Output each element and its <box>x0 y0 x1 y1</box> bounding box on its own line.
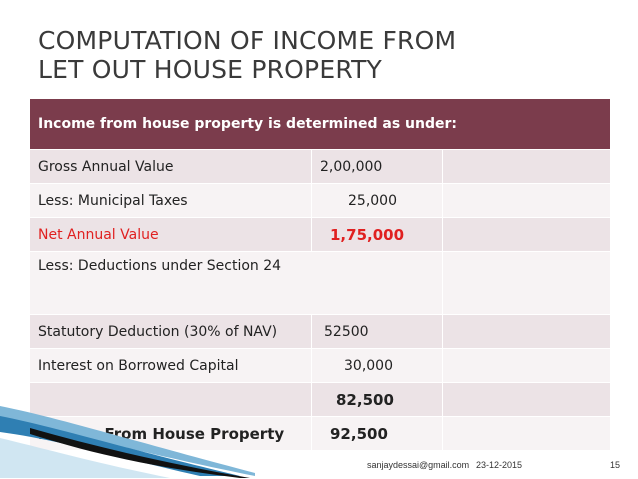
row-empty-cell <box>442 251 611 315</box>
table-row: Interest on Borrowed Capital 30,000 <box>29 348 611 383</box>
row-empty-cell <box>442 217 611 252</box>
row-label-gross-annual-value: Gross Annual Value <box>29 149 312 184</box>
table-row: Net Annual Value 1,75,000 <box>29 217 611 252</box>
row-label-deductions-section-24: Less: Deductions under Section 24 <box>29 251 443 315</box>
row-value-statutory-deduction: 52500 <box>311 314 443 349</box>
row-value-interest-borrowed-capital: 30,000 <box>311 348 443 383</box>
footer-page-number: 15 <box>610 460 621 470</box>
table-header-row: Income from house property is determined… <box>29 98 611 150</box>
footer-date: 23-12-2015 <box>476 460 523 470</box>
row-value-total-deductions: 82,500 <box>311 382 443 417</box>
row-label-municipal-taxes: Less: Municipal Taxes <box>29 183 312 218</box>
income-table: Income from house property is determined… <box>29 98 611 451</box>
row-label-total-deductions <box>29 382 312 417</box>
table-row: 82,500 <box>29 382 611 417</box>
decorative-swoosh <box>0 406 255 478</box>
table-row: Less: Deductions under Section 24 <box>29 251 611 315</box>
slide-title-line-2: LET OUT HOUSE PROPERTY <box>38 55 383 84</box>
footer-email: sanjaydessai@gmail.com <box>367 460 470 470</box>
row-label-interest-borrowed-capital: Interest on Borrowed Capital <box>29 348 312 383</box>
row-value-gross-annual-value: 2,00,000 <box>311 149 443 184</box>
table-header: Income from house property is determined… <box>29 98 611 150</box>
row-value-municipal-taxes: 25,000 <box>311 183 443 218</box>
row-label-net-annual-value: Net Annual Value <box>29 217 312 252</box>
table-row: Income From House Property 92,500 <box>29 416 611 451</box>
table-row: Statutory Deduction (30% of NAV) 52500 <box>29 314 611 349</box>
table-row: Gross Annual Value 2,00,000 <box>29 149 611 184</box>
row-empty-cell <box>442 382 611 417</box>
slide-title: COMPUTATION OF INCOME FROM LET OUT HOUSE… <box>38 26 598 84</box>
table-row: Less: Municipal Taxes 25,000 <box>29 183 611 218</box>
row-empty-cell <box>442 348 611 383</box>
row-empty-cell <box>442 183 611 218</box>
row-empty-cell <box>442 416 611 451</box>
row-empty-cell <box>442 314 611 349</box>
row-value-net-annual-value: 1,75,000 <box>311 217 443 252</box>
row-label-statutory-deduction: Statutory Deduction (30% of NAV) <box>29 314 312 349</box>
row-value-income-house-property: 92,500 <box>311 416 443 451</box>
slide-title-line-1: COMPUTATION OF INCOME FROM <box>38 26 457 55</box>
row-empty-cell <box>442 149 611 184</box>
